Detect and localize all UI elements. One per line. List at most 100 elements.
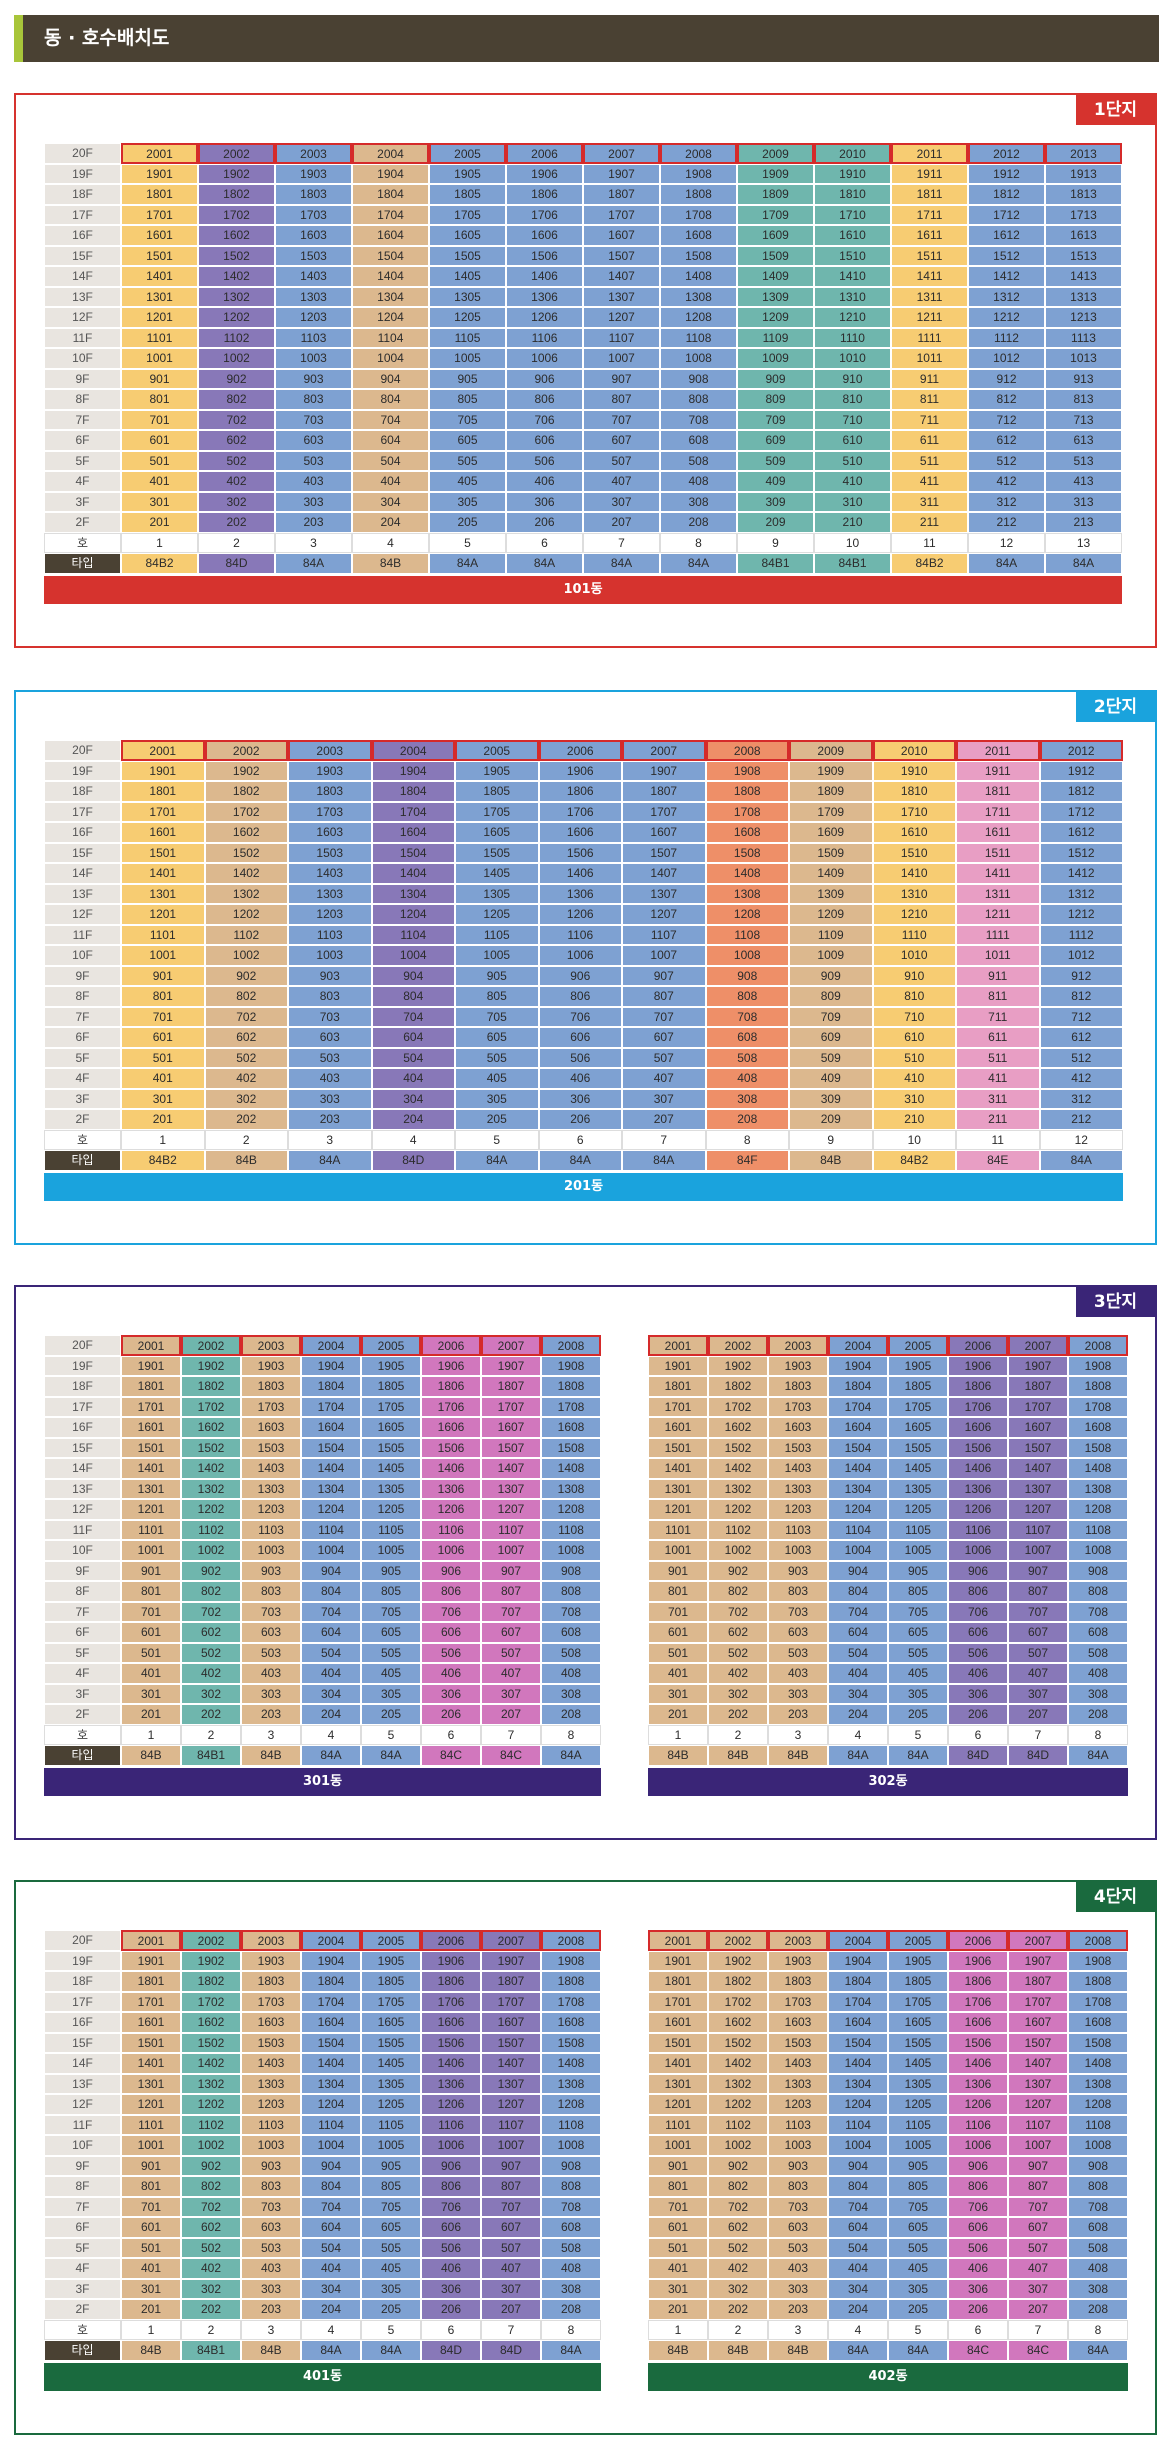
unit-cell: 1813 [1045, 184, 1122, 205]
unit-cell: 1507 [1008, 2032, 1068, 2053]
unit-cell: 1804 [352, 184, 429, 205]
unit-cell: 804 [352, 389, 429, 410]
unit-cell: 1302 [198, 286, 275, 307]
unit-cell: 601 [648, 2217, 708, 2238]
unit-cell: 1006 [506, 348, 583, 369]
unit-cell: 1208 [1068, 2094, 1128, 2115]
unit-cell: 905 [888, 1560, 948, 1581]
ho-number: 11 [956, 1129, 1040, 1150]
unit-cell: 402 [181, 1663, 241, 1684]
unit-cell: 1302 [181, 1478, 241, 1499]
unit-cell: 302 [198, 491, 275, 512]
unit-cell: 208 [541, 1704, 601, 1725]
table-row: 15F 1501 1502 1503 1504 1505 1506 1507 1508 [44, 2032, 601, 2053]
unit-cell: 703 [241, 2196, 301, 2217]
unit-cell: 1908 [705, 760, 789, 781]
table-row: 7F 701 702 703 704 705 706 707 708 [44, 1601, 601, 1622]
unit-cell: 207 [583, 512, 660, 533]
unit-cell: 1906 [948, 1355, 1008, 1376]
unit-cell: 1601 [121, 2012, 181, 2033]
unit-cell: 1002 [181, 1540, 241, 1561]
unit-cell: 1205 [888, 2094, 948, 2115]
unit-cell: 606 [538, 1027, 622, 1048]
building-name-bar: 301동 [44, 1767, 601, 1796]
unit-cell: 607 [622, 1027, 706, 1048]
unit-cell: 405 [888, 1663, 948, 1684]
table-row: 10F 1001 1002 1003 1004 1005 1006 1007 1008 [44, 2135, 601, 2156]
unit-cell: 1805 [361, 1376, 421, 1397]
ho-number: 1 [121, 532, 198, 553]
unit-cell: 805 [361, 1581, 421, 1602]
unit-cell: 1404 [828, 1458, 888, 1479]
unit-cell: 1608 [541, 1417, 601, 1438]
unit-cell: 307 [1008, 1683, 1068, 1704]
unit-cell: 1001 [121, 1540, 181, 1561]
ho-number: 5 [361, 1724, 421, 1745]
table-row: 4F 401 402 403 404 405 406 407 408 409 410 411 412 [44, 1068, 1123, 1089]
unit-cell: 505 [361, 1642, 421, 1663]
unit-cell: 2001 [121, 143, 198, 164]
unit-cell: 1904 [301, 1355, 361, 1376]
unit-cell: 1107 [481, 2114, 541, 2135]
unit-cell: 1709 [737, 204, 814, 225]
unit-cell: 903 [768, 1560, 828, 1581]
unit-cell: 608 [1068, 1622, 1128, 1643]
unit-cell: 508 [541, 2237, 601, 2258]
unit-cell: 204 [352, 512, 429, 533]
unit-cell: 1502 [181, 2032, 241, 2053]
unit-cell: 403 [241, 1663, 301, 1684]
table-row: 601 602 603 604 605 606 607 608 [648, 2217, 1128, 2238]
table-row: 201 202 203 204 205 206 207 208 [648, 2299, 1128, 2320]
unit-cell: 906 [506, 368, 583, 389]
unit-cell: 1007 [583, 348, 660, 369]
unit-cell: 405 [429, 471, 506, 492]
unit-cell: 2011 [891, 143, 968, 164]
unit-cell: 2010 [872, 740, 956, 761]
unit-cell: 1001 [121, 945, 205, 966]
unit-cell: 1403 [241, 1458, 301, 1479]
unit-cell: 1307 [481, 2073, 541, 2094]
unit-cell: 804 [828, 2176, 888, 2197]
table-row: 12F 1201 1202 1203 1204 1205 1206 1207 1208 1209 1… [44, 904, 1123, 925]
floor-label: 13F [44, 2073, 121, 2094]
table-row: 1201 1202 1203 1204 1205 1206 1207 1208 [648, 1499, 1128, 1520]
unit-cell: 1103 [288, 924, 372, 945]
unit-cell: 2007 [622, 740, 706, 761]
unit-cell: 1103 [768, 2114, 828, 2135]
ho-number: 4 [828, 1724, 888, 1745]
unit-cell: 1304 [371, 883, 455, 904]
unit-cell: 1906 [506, 163, 583, 184]
unit-cell: 1804 [828, 1376, 888, 1397]
unit-type: 84D [198, 553, 275, 574]
unit-cell: 605 [361, 2217, 421, 2238]
unit-cell: 408 [1068, 2258, 1128, 2279]
table-row: 1401 1402 1403 1404 1405 1406 1407 1408 [648, 1458, 1128, 1479]
unit-cell: 804 [301, 1581, 361, 1602]
unit-cell: 201 [121, 1109, 205, 1130]
unit-cell: 1307 [481, 1478, 541, 1499]
unit-cell: 1905 [455, 760, 539, 781]
table-row: 13F 1301 1302 1303 1304 1305 1306 1307 1308 1309 1… [44, 883, 1123, 904]
unit-cell: 1909 [789, 760, 873, 781]
building-name-bar: 302동 [648, 1767, 1128, 1796]
table-row: 20F 2001 2002 2003 2004 2005 2006 2007 2008 2009 2… [44, 740, 1123, 761]
unit-type: 84A [538, 1150, 622, 1171]
unit-cell: 2002 [204, 740, 288, 761]
ho-number: 6 [538, 1129, 622, 1150]
unit-cell: 307 [481, 2278, 541, 2299]
unit-cell: 602 [198, 430, 275, 451]
unit-cell: 1602 [708, 1417, 768, 1438]
floor-label: 6F [44, 2217, 121, 2238]
unit-cell: 1301 [121, 883, 205, 904]
unit-cell: 603 [288, 1027, 372, 1048]
unit-cell: 503 [241, 2237, 301, 2258]
unit-cell: 1703 [241, 1991, 301, 2012]
unit-cell: 1803 [768, 1376, 828, 1397]
unit-cell: 1802 [204, 781, 288, 802]
unit-cell: 606 [421, 1622, 481, 1643]
unit-cell: 1607 [1008, 2012, 1068, 2033]
table-row: 5F 501 502 503 504 505 506 507 508 [44, 2237, 601, 2258]
unit-cell: 801 [121, 389, 198, 410]
unit-cell: 1203 [768, 1499, 828, 1520]
unit-cell: 1707 [1008, 1991, 1068, 2012]
